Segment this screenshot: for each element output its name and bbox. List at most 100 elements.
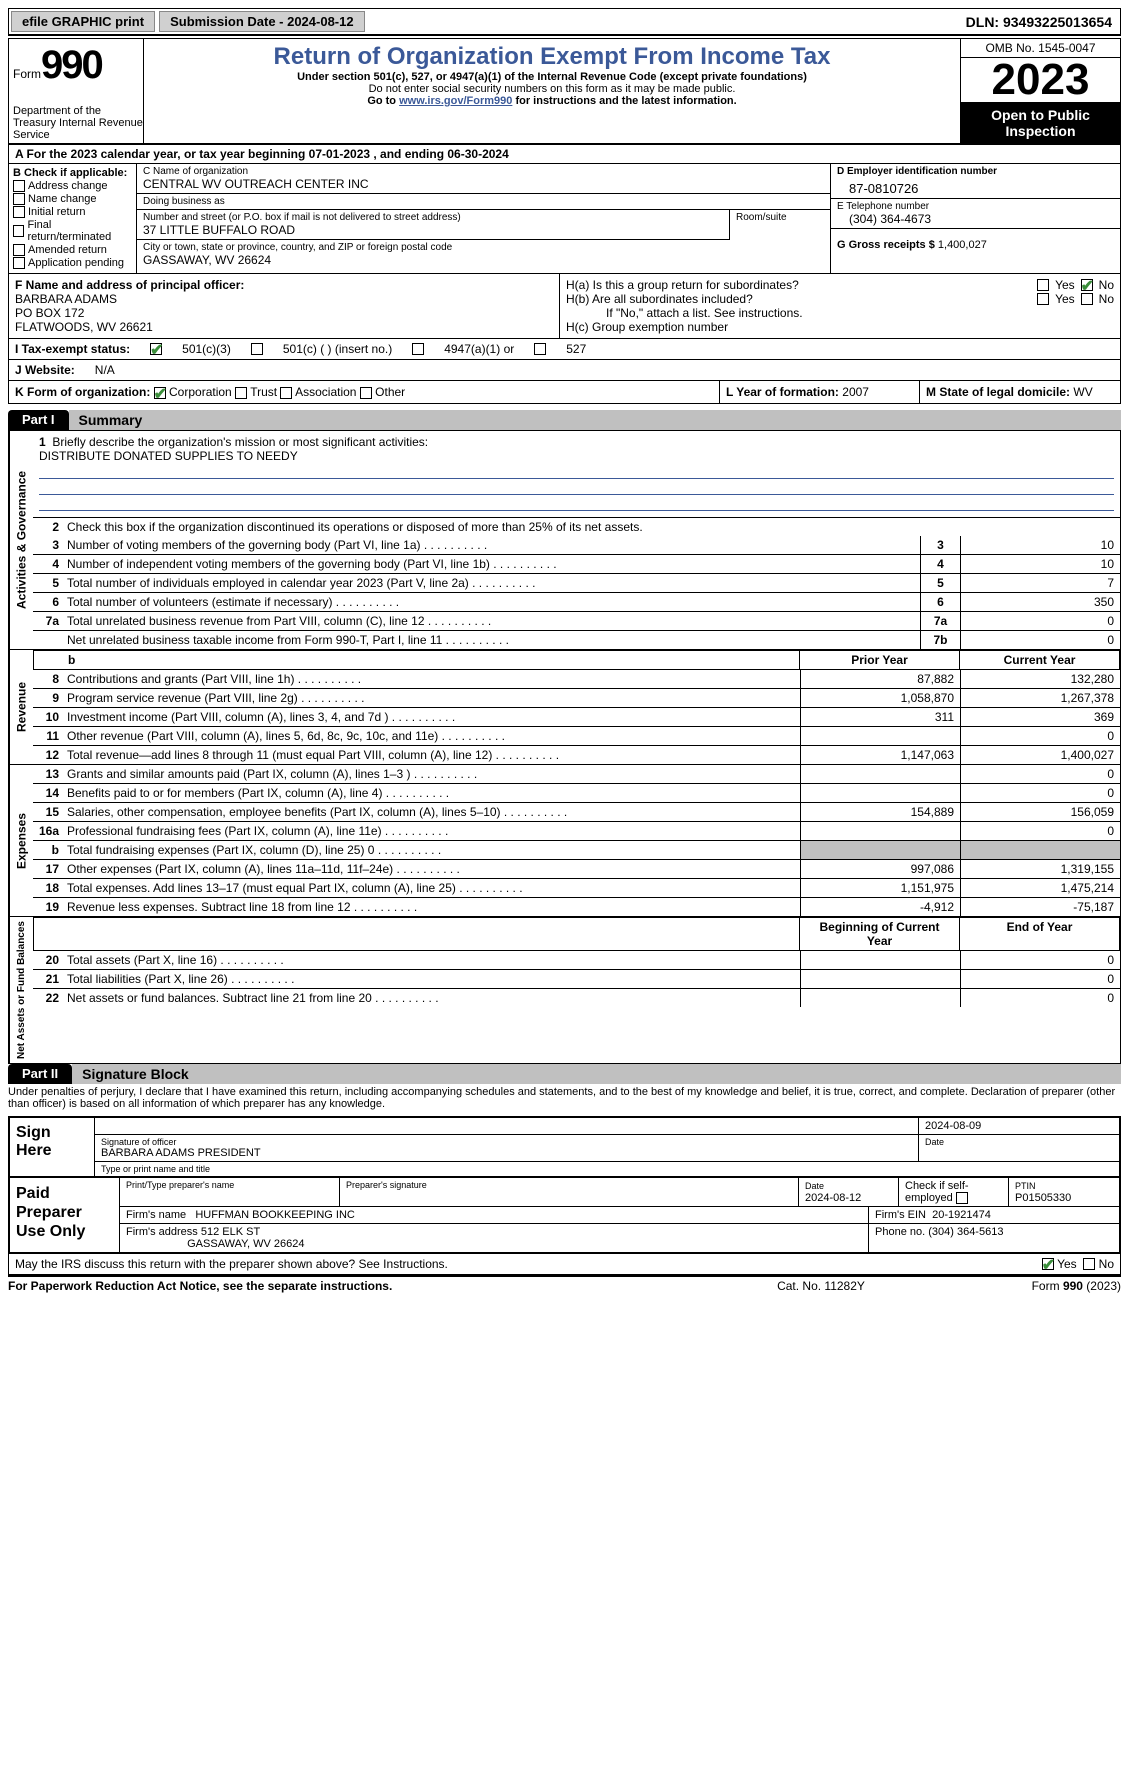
cb-initial-return[interactable]: [13, 206, 25, 218]
summary-row: 19Revenue less expenses. Subtract line 1…: [33, 898, 1120, 916]
street: 37 LITTLE BUFFALO ROAD: [143, 223, 723, 237]
open-inspection: Open to Public Inspection: [961, 103, 1120, 143]
firm-addr1: 512 ELK ST: [201, 1226, 260, 1238]
cb-501c3[interactable]: [150, 343, 162, 355]
sig-date-label: Date: [919, 1135, 1119, 1161]
discuss-no: No: [1099, 1257, 1114, 1271]
submission-date: Submission Date - 2024-08-12: [159, 11, 365, 32]
cb-ha-no[interactable]: [1081, 279, 1093, 291]
sig-date: 2024-08-09: [919, 1118, 1119, 1134]
expenses-side-label: Expenses: [9, 765, 33, 916]
part2-tab: Part II: [8, 1064, 72, 1084]
paperwork-notice: For Paperwork Reduction Act Notice, see …: [8, 1279, 721, 1293]
phone-label: E Telephone number: [837, 201, 1114, 212]
sig-officer-label: Signature of officer: [101, 1137, 912, 1147]
hb-label: H(b) Are all subordinates included?: [566, 292, 1031, 306]
opt-501c3: 501(c)(3): [182, 342, 231, 356]
form-number: 990: [41, 43, 102, 87]
cb-trust[interactable]: [235, 387, 247, 399]
cb-4947[interactable]: [412, 343, 424, 355]
summary-row: 18Total expenses. Add lines 13–17 (must …: [33, 879, 1120, 898]
summary-row: 22Net assets or fund balances. Subtract …: [33, 989, 1120, 1007]
gross-receipts: 1,400,027: [938, 239, 987, 251]
sig-officer-name: BARBARA ADAMS PRESIDENT: [101, 1147, 912, 1159]
tax-year: 2023: [961, 58, 1120, 103]
summary-row: 14Benefits paid to or for members (Part …: [33, 784, 1120, 803]
cb-app-pending[interactable]: [13, 257, 25, 269]
city-label: City or town, state or province, country…: [143, 242, 824, 253]
goto-pre: Go to: [367, 95, 399, 107]
irs-link[interactable]: www.irs.gov/Form990: [399, 95, 512, 107]
hb-yes: Yes: [1055, 292, 1075, 306]
cb-assoc[interactable]: [280, 387, 292, 399]
revenue-side-label: Revenue: [9, 650, 33, 764]
firm-name: HUFFMAN BOOKKEEPING INC: [195, 1209, 355, 1221]
name-of-org-label: C Name of organization: [143, 166, 824, 177]
website-row: J Website: N/A: [8, 360, 1121, 381]
summary-row: 7aTotal unrelated business revenue from …: [33, 612, 1120, 631]
summary-row: 9Program service revenue (Part VIII, lin…: [33, 689, 1120, 708]
org-info-block: B Check if applicable: Address change Na…: [8, 164, 1121, 274]
footer-form-pre: Form: [1032, 1279, 1063, 1293]
summary-row: 12Total revenue—add lines 8 through 11 (…: [33, 746, 1120, 764]
footer-form-post: (2023): [1083, 1279, 1121, 1293]
cb-corp[interactable]: [154, 387, 166, 399]
summary-row: 8Contributions and grants (Part VIII, li…: [33, 670, 1120, 689]
prior-year-hdr: Prior Year: [799, 651, 959, 669]
paid-preparer-label: Paid Preparer Use Only: [10, 1178, 120, 1252]
footer-form-no: 990: [1063, 1279, 1083, 1293]
cb-final-return[interactable]: [13, 225, 24, 237]
discuss-yes: Yes: [1057, 1257, 1077, 1271]
part2-title: Signature Block: [72, 1064, 1121, 1084]
end-year-hdr: End of Year: [959, 918, 1119, 950]
part1-title: Summary: [69, 410, 1121, 430]
opt-final-return: Final return/terminated: [27, 219, 132, 243]
prep-date-label: Date: [805, 1181, 824, 1191]
part1-header: Part I Summary: [8, 410, 1121, 430]
line-a-tax-year: A For the 2023 calendar year, or tax yea…: [8, 145, 1121, 164]
prep-phone: (304) 364-5613: [928, 1226, 1003, 1238]
opt-name-change: Name change: [28, 193, 97, 205]
ssn-notice: Do not enter social security numbers on …: [152, 83, 952, 95]
summary-row: 17Other expenses (Part IX, column (A), l…: [33, 860, 1120, 879]
summary-row: 20Total assets (Part X, line 16)0: [33, 951, 1120, 970]
expenses-section: Expenses 13Grants and similar amounts pa…: [8, 765, 1121, 917]
cb-address-change[interactable]: [13, 180, 25, 192]
opt-4947: 4947(a)(1) or: [444, 342, 514, 356]
cb-discuss-yes[interactable]: [1042, 1258, 1054, 1270]
netassets-section: Net Assets or Fund Balances Beginning of…: [8, 917, 1121, 1064]
firm-addr-label: Firm's address: [126, 1226, 198, 1238]
prep-phone-label: Phone no.: [875, 1226, 925, 1238]
l-label: L Year of formation:: [726, 385, 839, 399]
cb-ha-yes[interactable]: [1037, 279, 1049, 291]
summary-row: 4Number of independent voting members of…: [33, 555, 1120, 574]
opt-address-change: Address change: [28, 180, 108, 192]
cb-hb-no[interactable]: [1081, 293, 1093, 305]
m-val: WV: [1073, 385, 1092, 399]
ptin: P01505330: [1015, 1192, 1071, 1204]
room-label: Room/suite: [736, 212, 824, 223]
ha-yes: Yes: [1055, 278, 1075, 292]
cb-501c[interactable]: [251, 343, 263, 355]
type-name-label: Type or print name and title: [95, 1162, 1119, 1176]
cb-other[interactable]: [360, 387, 372, 399]
mission-text: DISTRIBUTE DONATED SUPPLIES TO NEEDY: [39, 449, 298, 463]
governance-section: Activities & Governance 1 Briefly descri…: [8, 430, 1121, 650]
summary-row: 15Salaries, other compensation, employee…: [33, 803, 1120, 822]
part1-tab: Part I: [8, 410, 69, 430]
mission-line: [39, 497, 1114, 511]
ha-label: H(a) Is this a group return for subordin…: [566, 278, 1031, 292]
officer-addr2: FLATWOODS, WV 26621: [15, 320, 553, 334]
website-value: N/A: [95, 363, 115, 377]
cb-527[interactable]: [534, 343, 546, 355]
cb-hb-yes[interactable]: [1037, 293, 1049, 305]
cb-discuss-no[interactable]: [1083, 1258, 1095, 1270]
tax-exempt-label: I Tax-exempt status:: [15, 342, 130, 356]
ein-label: D Employer identification number: [837, 166, 1114, 177]
netassets-side-label: Net Assets or Fund Balances: [9, 917, 33, 1063]
cb-amended-return[interactable]: [13, 244, 25, 256]
cb-self-employed[interactable]: [956, 1192, 968, 1204]
efile-print-button[interactable]: efile GRAPHIC print: [11, 11, 155, 32]
website-label: J Website:: [15, 363, 75, 377]
cb-name-change[interactable]: [13, 193, 25, 205]
